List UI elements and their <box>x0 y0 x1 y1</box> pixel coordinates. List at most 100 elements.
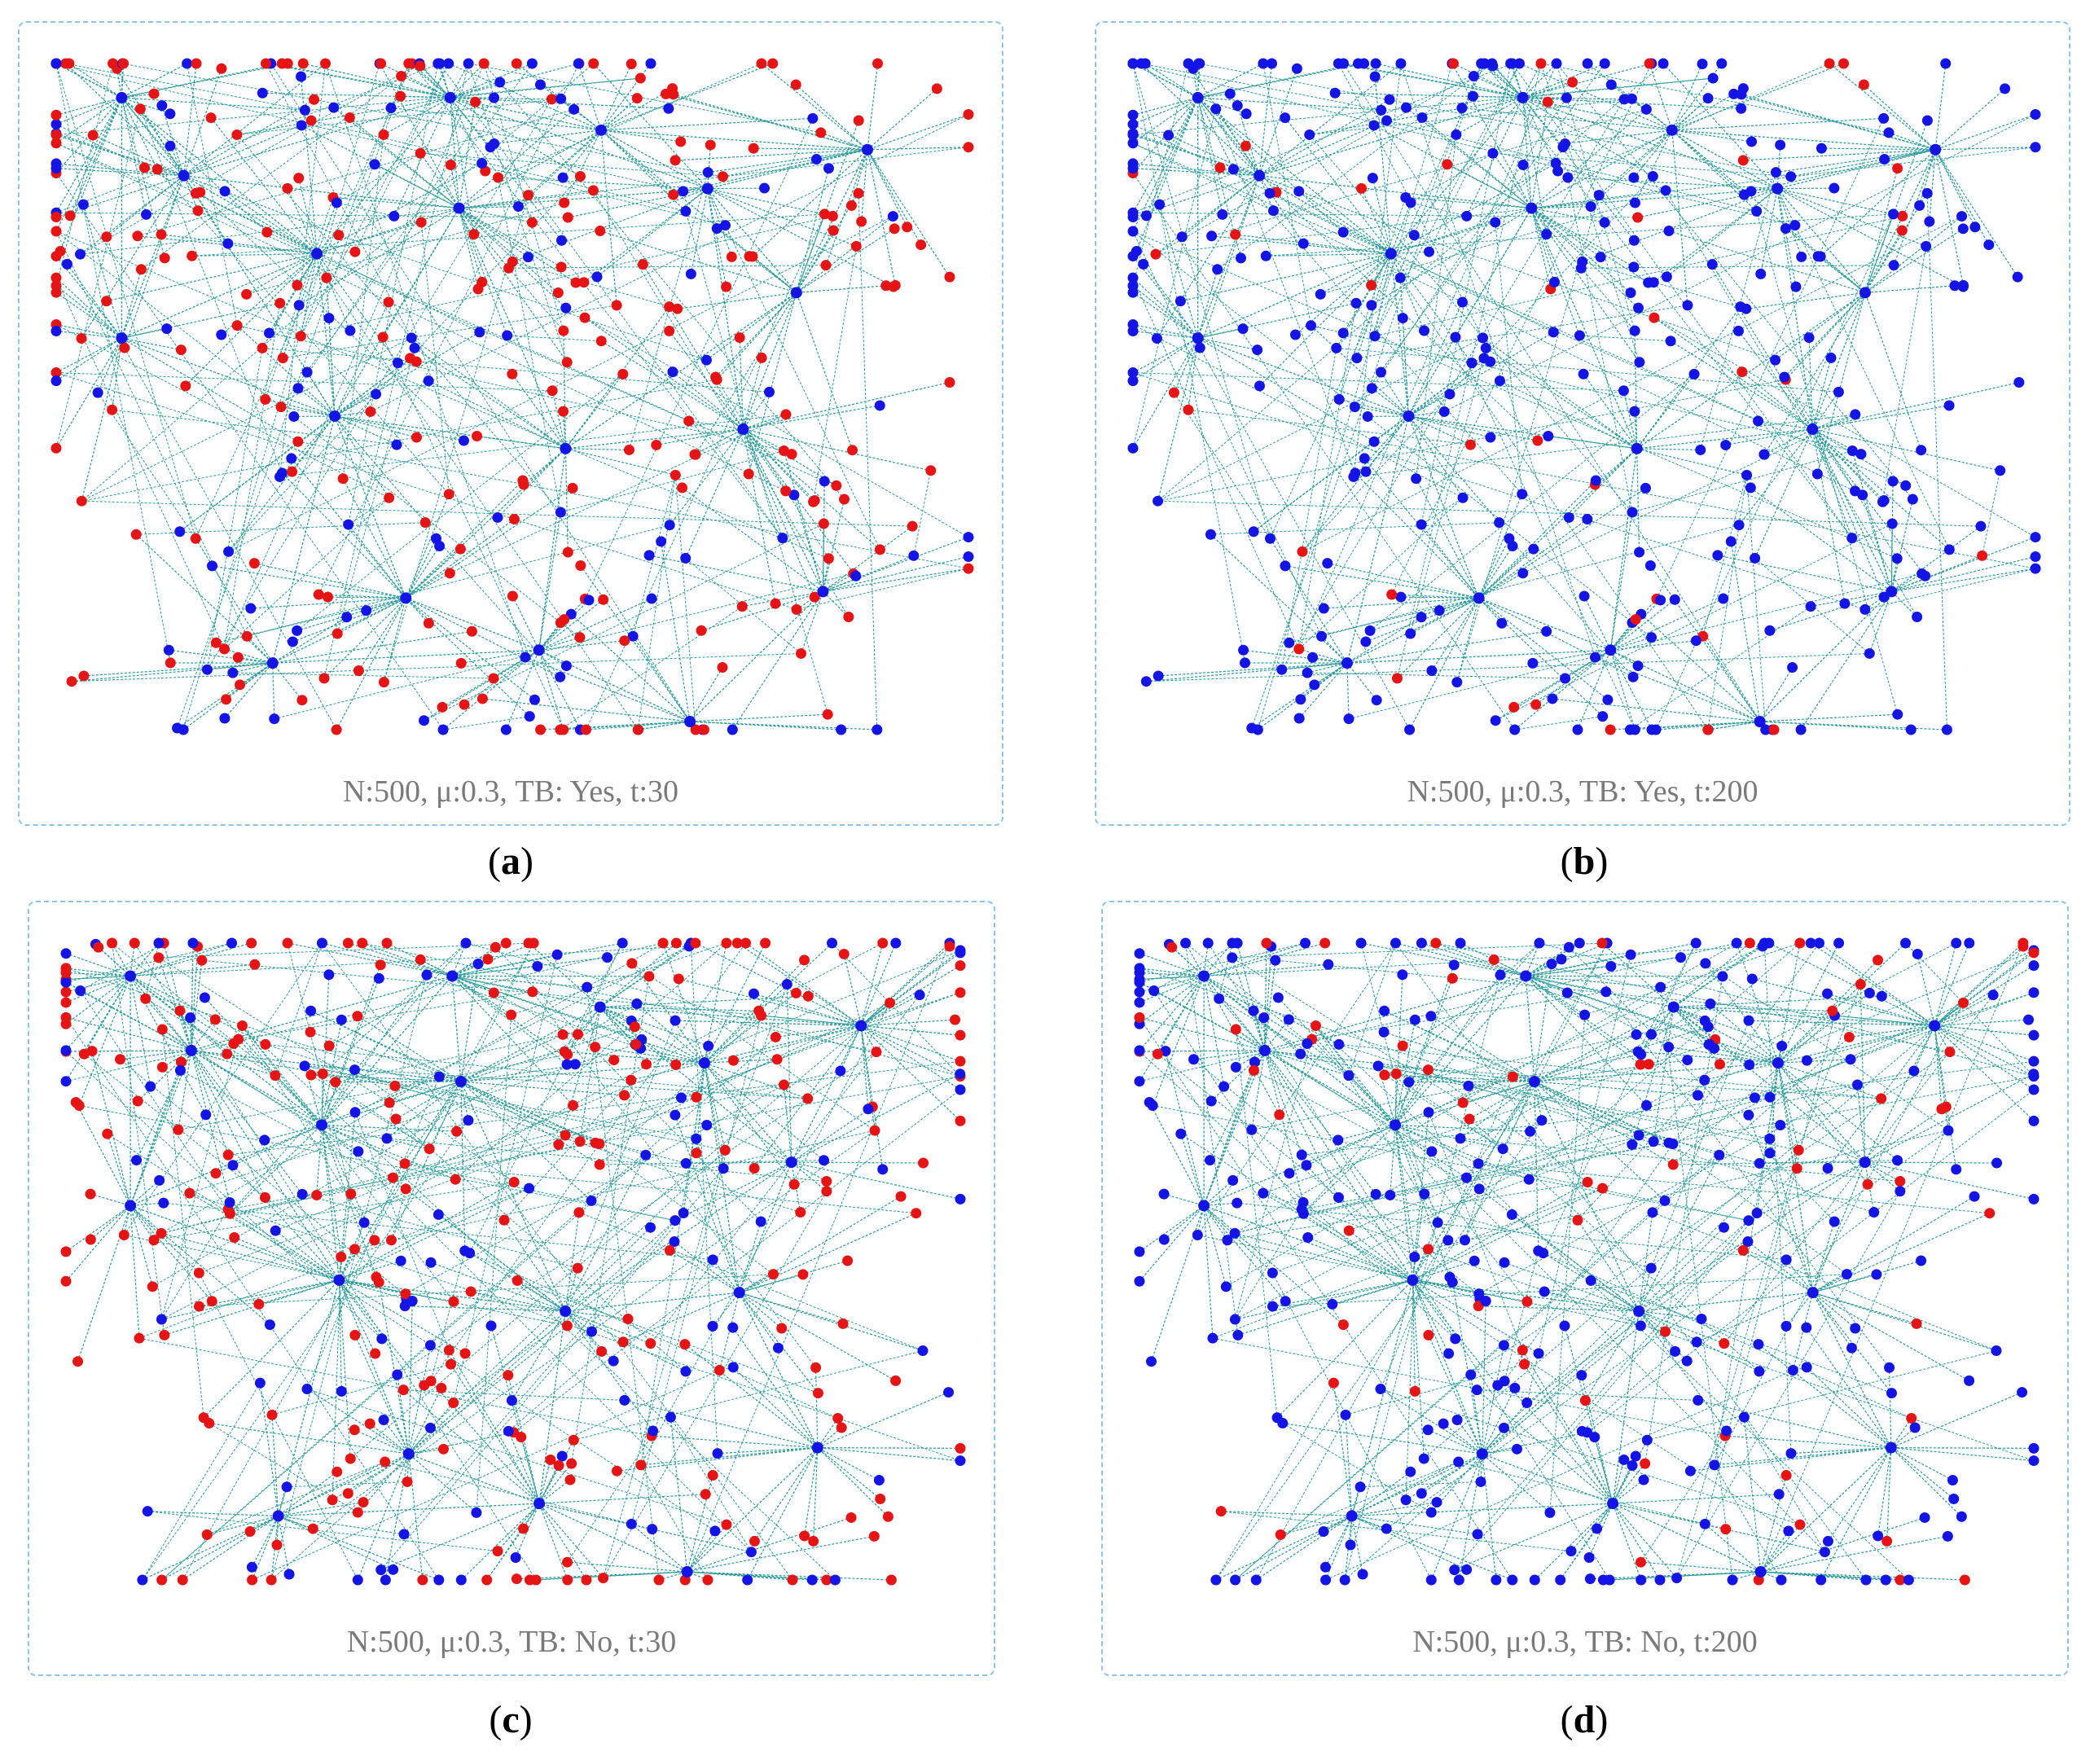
network-edge <box>1543 1253 1640 1312</box>
node-blue <box>1457 492 1469 503</box>
network-edge <box>1673 942 1765 1008</box>
network-edge <box>1380 1389 1801 1525</box>
network-edge <box>1152 976 1205 1106</box>
node-blue <box>206 560 217 572</box>
network-edge <box>1218 942 1233 999</box>
node-red <box>101 296 112 307</box>
network-edge <box>1673 1007 1750 1065</box>
node-red <box>493 172 504 183</box>
network-edge <box>1524 1363 1614 1504</box>
hub-node <box>272 1510 284 1522</box>
network-edge <box>1351 1515 1467 1570</box>
node-red <box>402 1476 413 1487</box>
network-edge <box>1829 63 1936 151</box>
node-blue <box>1669 594 1680 605</box>
network-edge <box>280 63 533 407</box>
network-edge <box>136 522 426 535</box>
network-edge <box>577 63 602 131</box>
node-blue <box>353 1146 364 1157</box>
node-blue <box>1695 444 1706 455</box>
node-red <box>205 112 217 124</box>
network-edge <box>913 470 932 556</box>
node-blue <box>349 1064 360 1076</box>
node-red <box>815 127 827 138</box>
network-edge <box>1671 117 1884 131</box>
network-edge <box>1746 475 1767 731</box>
network-edge <box>451 976 573 1106</box>
node-blue <box>1969 222 1981 233</box>
node-blue <box>376 1333 388 1345</box>
network-edge <box>65 975 131 1025</box>
network-edge <box>161 1029 204 1418</box>
network-edge <box>210 117 318 254</box>
node-blue <box>287 636 298 647</box>
node-blue <box>670 1215 681 1226</box>
network-edge <box>55 173 444 731</box>
network-edge <box>564 1161 793 1312</box>
node-red <box>448 1398 459 1409</box>
network-edge <box>419 63 451 99</box>
network-edge <box>55 324 389 498</box>
node-red <box>64 210 76 222</box>
node-blue <box>1381 1523 1392 1534</box>
node-red <box>668 89 679 100</box>
node-blue <box>1451 1414 1463 1425</box>
node-blue <box>1883 127 1895 138</box>
network-edge <box>796 193 859 293</box>
network-edge <box>1132 292 1199 339</box>
node-blue <box>707 1254 718 1266</box>
network-edge <box>1482 337 1638 450</box>
network-edge <box>742 428 857 577</box>
network-edge <box>1139 1016 1265 1051</box>
network-edge <box>1890 1447 2035 1462</box>
node-blue <box>2028 987 2040 998</box>
node-red <box>808 1535 819 1547</box>
node-red <box>561 357 573 368</box>
network-edge <box>775 1025 862 1038</box>
node-blue <box>1323 959 1334 970</box>
node-blue <box>1628 172 1640 183</box>
node-blue <box>1416 937 1427 949</box>
node-red <box>383 296 394 308</box>
network-edge <box>1342 253 1392 334</box>
hub-node <box>1754 1566 1767 1578</box>
network-edge <box>1649 63 1673 131</box>
node-blue <box>1825 352 1837 363</box>
network-edge <box>743 428 931 472</box>
node-red <box>530 1574 542 1586</box>
network-edge <box>690 942 718 1454</box>
node-blue <box>1307 652 1319 663</box>
network-edge <box>1492 152 1532 208</box>
node-red <box>845 200 857 211</box>
node-red <box>259 1191 270 1203</box>
node-red <box>882 1511 894 1522</box>
node-red <box>721 1519 732 1530</box>
node-blue <box>1876 990 1887 1002</box>
network-edge <box>1676 1191 1901 1578</box>
network-edge <box>123 942 323 1235</box>
node-blue <box>1528 543 1539 555</box>
network-edge <box>1199 175 1260 349</box>
network-edge <box>1934 1025 2035 1090</box>
node-red <box>1535 58 1547 69</box>
network-edge <box>283 305 617 359</box>
node-red <box>574 632 586 643</box>
network-edge <box>1272 1279 1413 1307</box>
node-blue <box>1755 268 1767 279</box>
node-blue <box>1141 210 1153 222</box>
node-red <box>147 1281 158 1292</box>
network-edge <box>65 946 690 981</box>
node-blue <box>2028 1068 2040 1080</box>
network-edge <box>1610 598 1723 651</box>
network-edge <box>121 302 280 339</box>
node-blue <box>1688 368 1700 380</box>
node-red <box>1855 979 1866 990</box>
node-blue <box>1455 1133 1466 1144</box>
hub-node <box>1403 410 1415 422</box>
panel-c: N:500, μ:0.3, TB: No, t:30 <box>28 901 995 1676</box>
network-edge <box>538 599 590 651</box>
network-edge <box>1156 175 1260 339</box>
network-edge <box>321 974 330 1126</box>
network-edge <box>1798 984 1861 1151</box>
network-edge <box>743 405 880 430</box>
